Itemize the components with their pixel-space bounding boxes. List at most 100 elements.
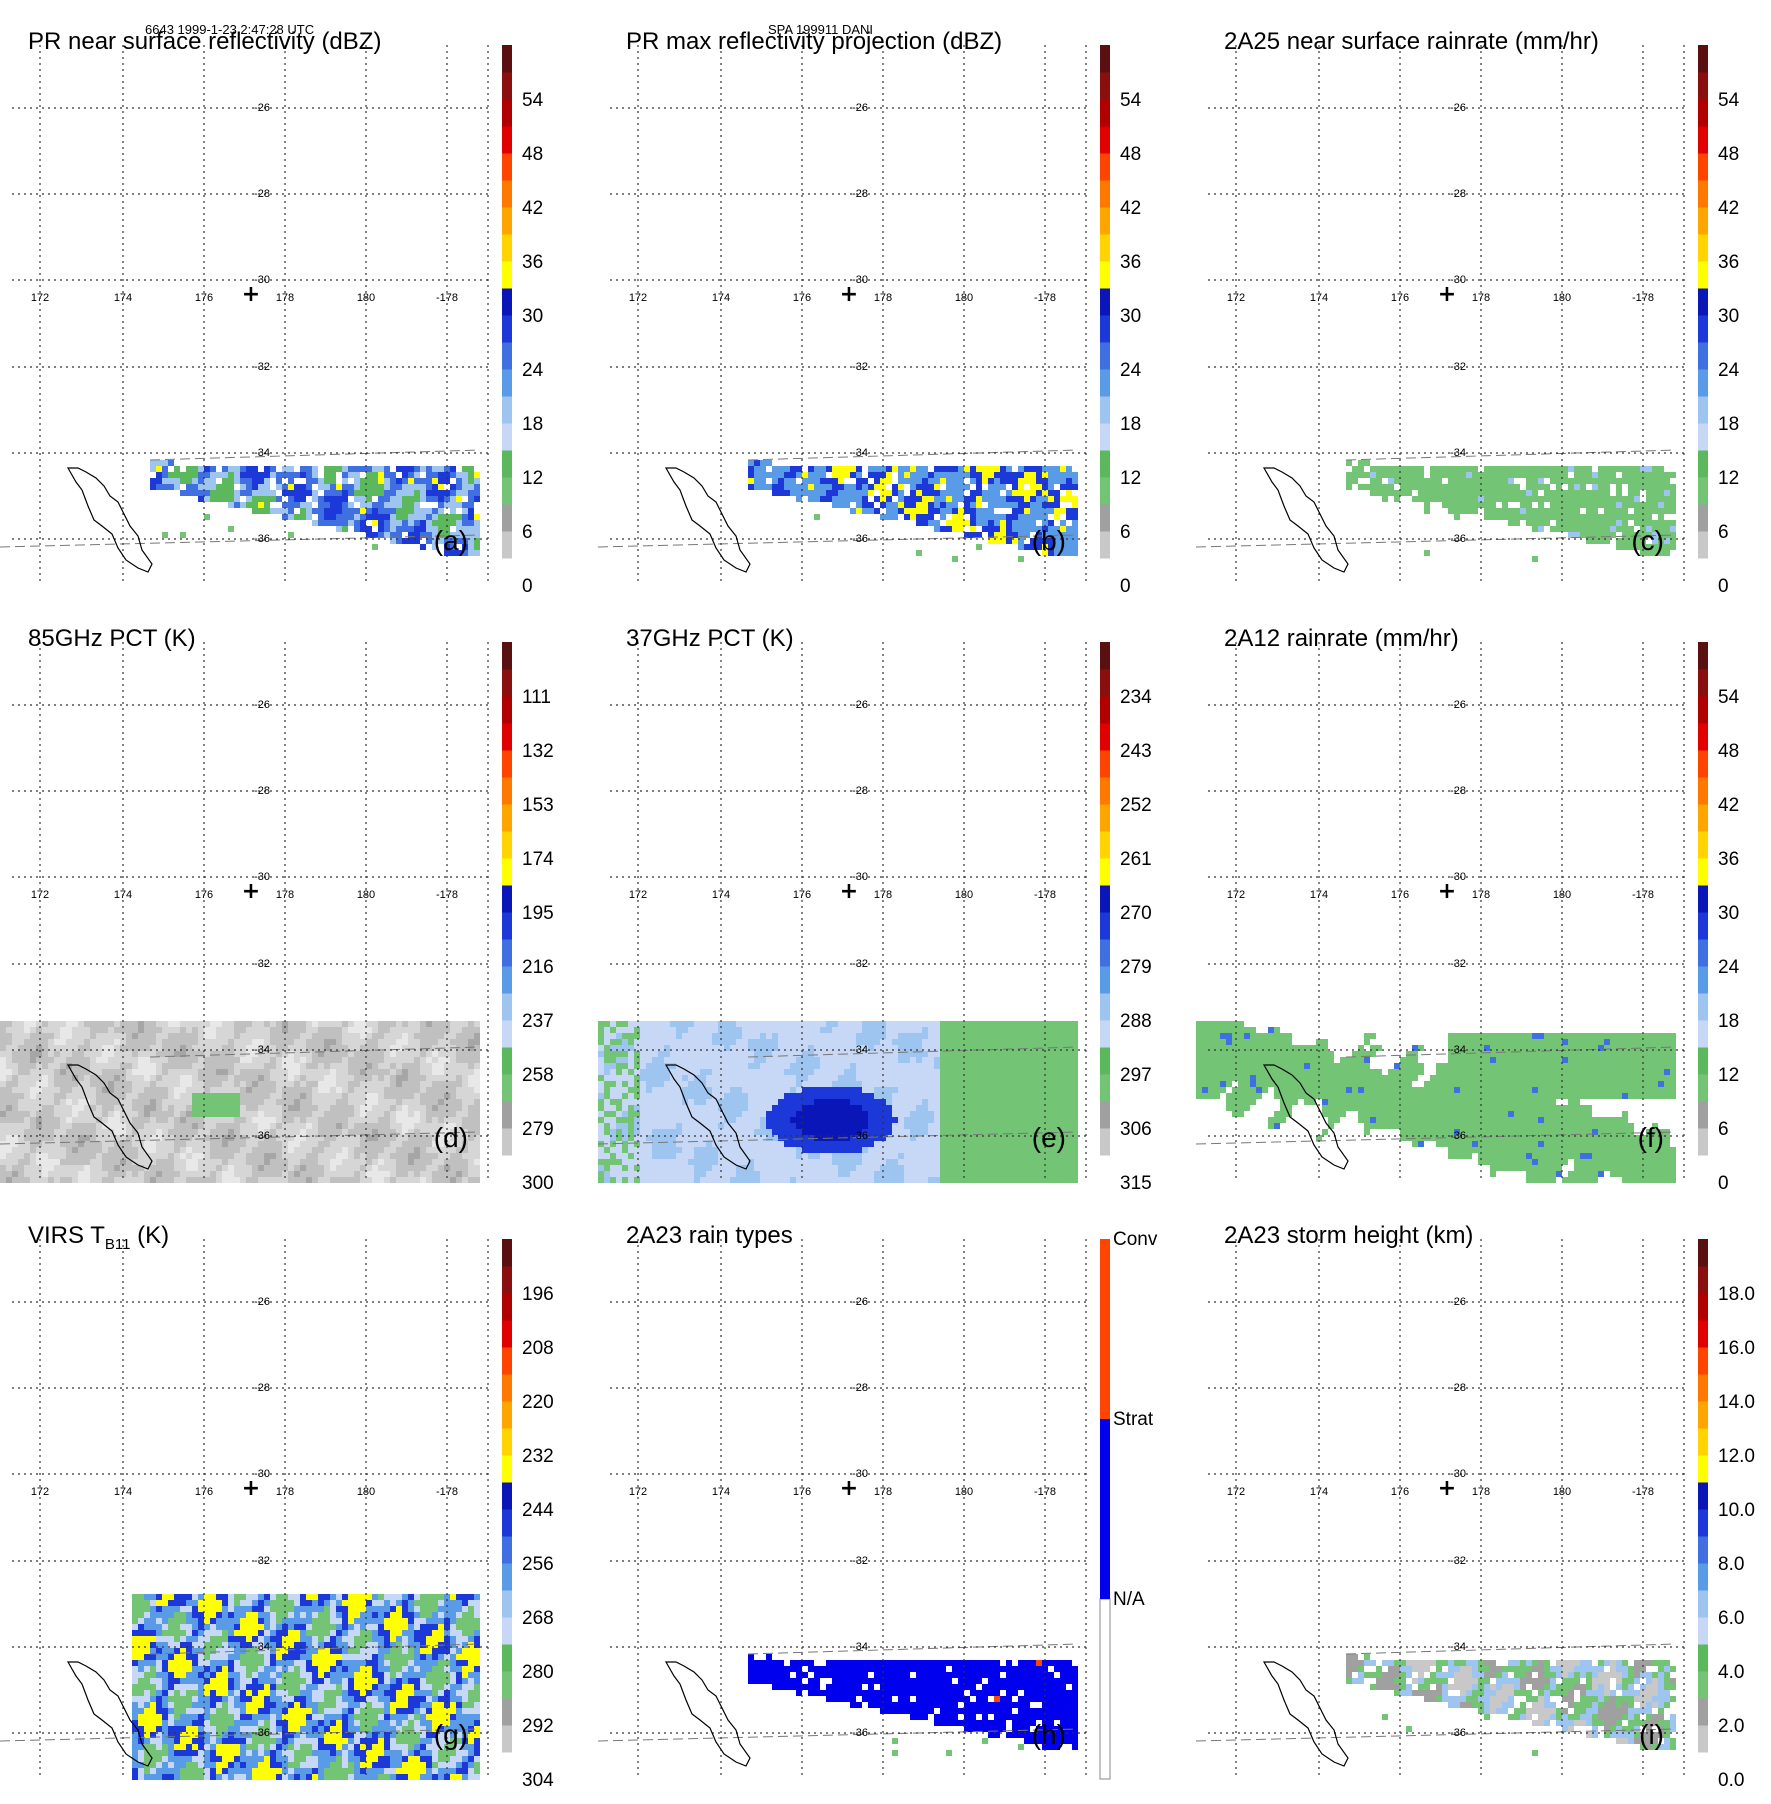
colorbar-segment xyxy=(1100,1020,1110,1048)
colorbar-tick-label: 304 xyxy=(522,1770,554,1791)
colorbar-tick-label: 48 xyxy=(1718,144,1739,165)
lon-tick-label: 174 xyxy=(1310,889,1328,901)
colorbar-segment xyxy=(502,1074,512,1102)
lat-tick-label: -36 xyxy=(1450,1130,1466,1142)
panel-title: 2A25 near surface rainrate (mm/hr) xyxy=(1224,28,1599,56)
panel-label: (d) xyxy=(434,1122,468,1153)
colorbar-segment xyxy=(1100,777,1110,805)
storm-center-marker: + xyxy=(1438,282,1456,307)
lat-tick-label: -28 xyxy=(254,188,270,200)
colorbar-segment xyxy=(1698,1590,1708,1618)
colorbar-segment xyxy=(502,1374,512,1402)
colorbar-segment xyxy=(1698,723,1708,751)
lon-tick-label: 176 xyxy=(1391,1486,1409,1498)
colorbar-segment xyxy=(502,1155,512,1183)
colorbar-segment xyxy=(1100,1239,1110,1419)
colorbar-segment xyxy=(1100,966,1110,994)
colorbar-tick-label: 12 xyxy=(1718,1065,1739,1086)
colorbar-segment xyxy=(502,1644,512,1672)
colorbar-segment xyxy=(1698,180,1708,208)
swath-edge xyxy=(150,450,480,460)
colorbar-tick-label: 2.0 xyxy=(1718,1716,1744,1737)
lat-tick-label: -32 xyxy=(1450,958,1466,970)
lat-tick-label: -32 xyxy=(1450,361,1466,373)
colorbar-tick-label: 4.0 xyxy=(1718,1662,1744,1683)
colorbar-segment xyxy=(502,1590,512,1618)
colorbar-segment xyxy=(1100,531,1110,559)
lon-tick-label: 178 xyxy=(276,889,294,901)
lat-tick-label: -26 xyxy=(1450,102,1466,114)
colorbar-segment xyxy=(502,1347,512,1375)
panel-title-text: 2A12 rainrate (mm/hr) xyxy=(1224,625,1459,652)
colorbar-segment xyxy=(1698,858,1708,886)
colorbar-segment xyxy=(1698,45,1708,73)
colorbar-segment xyxy=(502,1482,512,1510)
colorbar-tick-label: 42 xyxy=(522,198,543,219)
panel-label: (a) xyxy=(434,525,468,556)
storm-center-marker: + xyxy=(242,879,260,904)
lat-tick-label: -34 xyxy=(254,1044,270,1056)
colorbar-tick-label: 48 xyxy=(522,144,543,165)
colorbar-segment xyxy=(1698,696,1708,724)
colorbar-segment xyxy=(502,288,512,316)
storm-center-marker: + xyxy=(242,282,260,307)
colorbar-segment xyxy=(1100,1047,1110,1075)
swath-edge xyxy=(748,1644,1078,1654)
colorbar-segment xyxy=(1100,342,1110,370)
colorbar-tick-label: 36 xyxy=(1120,252,1141,273)
colorbar-segment xyxy=(1100,750,1110,778)
coastline xyxy=(666,1662,750,1766)
lon-tick-label: 180 xyxy=(357,292,375,304)
lat-tick-label: -28 xyxy=(852,188,868,200)
colorbar-segment xyxy=(502,504,512,532)
lat-tick-label: -26 xyxy=(254,1296,270,1308)
lon-tick-label: 174 xyxy=(712,1486,730,1498)
colorbar-category-label: Conv xyxy=(1113,1229,1158,1250)
colorbar-segment xyxy=(1698,1536,1708,1564)
lon-tick-label: 178 xyxy=(874,889,892,901)
colorbar-tick-label: 36 xyxy=(1718,252,1739,273)
colorbar-tick-label: 6 xyxy=(522,522,533,543)
colorbar-segment xyxy=(1100,315,1110,343)
lat-tick-label: -32 xyxy=(254,958,270,970)
colorbar-segment xyxy=(1698,396,1708,424)
colorbar-segment xyxy=(1100,558,1110,586)
lat-tick-label: -36 xyxy=(254,533,270,545)
lat-tick-label: -36 xyxy=(852,1130,868,1142)
colorbar-tick-label: 30 xyxy=(1120,306,1141,327)
colorbar-segment xyxy=(502,1428,512,1456)
panel-title-text: PR max reflectivity projection (dBZ) xyxy=(626,28,1002,55)
colorbar-segment xyxy=(502,966,512,994)
colorbar-tick-label: 6 xyxy=(1120,522,1131,543)
colorbar-tick-label: 174 xyxy=(522,849,554,870)
colorbar-segment xyxy=(1698,1101,1708,1129)
colorbar-segment xyxy=(1698,1374,1708,1402)
colorbar-tick-label: 14.0 xyxy=(1718,1392,1755,1413)
colorbar-segment xyxy=(502,450,512,478)
colorbar-tick-label: 243 xyxy=(1120,741,1152,762)
panel-title: PR near surface reflectivity (dBZ) xyxy=(28,28,381,56)
colorbar-segment xyxy=(1100,804,1110,832)
coastline xyxy=(1264,1662,1348,1766)
colorbar-tick-label: 0 xyxy=(1120,576,1131,597)
colorbar-tick-label: 292 xyxy=(522,1716,554,1737)
colorbar-segment xyxy=(502,45,512,73)
lon-tick-label: 178 xyxy=(1472,889,1490,901)
lon-tick-label: 172 xyxy=(1227,292,1245,304)
colorbar-tick-label: 132 xyxy=(522,741,554,762)
colorbar-segment xyxy=(1100,207,1110,235)
colorbar-segment xyxy=(502,342,512,370)
colorbar-segment xyxy=(1100,723,1110,751)
lon-tick-label: 176 xyxy=(793,1486,811,1498)
